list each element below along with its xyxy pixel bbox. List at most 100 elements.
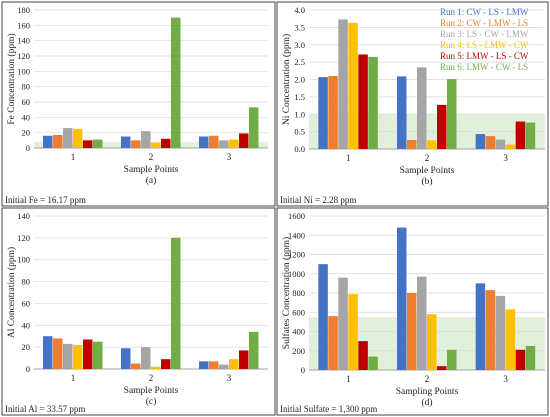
bar <box>515 121 526 149</box>
bar <box>475 134 486 149</box>
y-tick-label: 200 <box>292 346 305 356</box>
y-tick-label: 1600 <box>288 211 305 221</box>
x-tick-label: 3 <box>227 373 232 383</box>
bar <box>505 144 516 149</box>
y-tick-label: 3.0 <box>294 40 305 50</box>
bar <box>368 356 378 370</box>
bar <box>83 339 93 369</box>
bar <box>417 276 427 370</box>
bar <box>348 293 358 370</box>
footnote: Initial Ni = 2.28 ppm <box>280 195 356 205</box>
y-tick-label: 2.0 <box>294 75 305 85</box>
bar <box>229 359 239 369</box>
y-tick-label: 3.5 <box>294 22 305 32</box>
bar <box>318 77 328 149</box>
footnote: Initial Fe = 16.17 ppm <box>5 195 86 205</box>
legend-entry: Run 5: LMW - LS - CW <box>440 51 529 61</box>
y-tick-label: 2.5 <box>294 57 305 67</box>
bar <box>338 277 348 370</box>
bar <box>93 139 103 148</box>
legend-entry: Run 1: CW - LS - LMW <box>440 7 529 17</box>
bar <box>171 237 181 369</box>
chart-panel-a: 0 20 40 60 80 100 120 140 160 180 1 2 3 Sample Points… <box>1 1 276 207</box>
bar <box>93 341 103 369</box>
bar <box>209 135 219 148</box>
y-axis-title: Ni Concentration (ppm) <box>281 34 292 125</box>
y-tick-label: 120 <box>17 51 30 61</box>
bar <box>328 316 338 370</box>
bar <box>475 283 486 370</box>
bar <box>131 363 141 369</box>
y-tick-label: 100 <box>17 66 30 76</box>
y-tick-label: 1400 <box>288 230 305 240</box>
x-tick-label: 2 <box>425 374 430 384</box>
bar <box>199 361 209 369</box>
x-tick-label: 2 <box>149 373 154 383</box>
y-tick-label: 60 <box>22 298 31 308</box>
y-tick-label: 4.0 <box>294 5 305 15</box>
x-tick-label: 2 <box>425 153 430 163</box>
x-tick-label: 3 <box>227 152 232 162</box>
bar <box>407 293 417 370</box>
bar <box>171 17 181 148</box>
x-tick-label: 3 <box>503 374 508 384</box>
y-tick-label: 140 <box>17 36 30 46</box>
x-tick-label: 3 <box>503 153 508 163</box>
bar <box>151 142 161 148</box>
bar <box>151 366 161 369</box>
x-tick-label: 1 <box>346 374 351 384</box>
bar <box>141 347 151 369</box>
bar <box>249 107 259 148</box>
bar <box>73 344 83 369</box>
y-tick-label: 0.5 <box>294 127 305 137</box>
x-axis-title: Sample Points <box>400 166 455 176</box>
x-tick-label: 2 <box>149 152 154 162</box>
bar <box>209 361 219 369</box>
bar <box>63 128 73 148</box>
bar <box>318 264 328 370</box>
footnote: Initial Al = 33.57 ppm <box>5 404 85 414</box>
bar <box>397 227 407 370</box>
bar <box>407 139 417 149</box>
y-tick-label: 1200 <box>288 250 305 260</box>
y-tick-label: 600 <box>292 307 305 317</box>
y-axis-title: Sulfates Concentration (ppm) <box>281 237 292 349</box>
y-tick-label: 1.0 <box>294 109 305 119</box>
bar <box>348 22 358 150</box>
bar <box>141 131 151 148</box>
x-tick-label: 1 <box>71 152 76 162</box>
bar <box>525 345 536 370</box>
bar <box>338 19 348 149</box>
chart-panel-b: 0.0 0.5 1.0 1.5 2.0 2.5 3.0 3.5 4.0 1 2 3 Sample Poi… <box>276 1 549 207</box>
bar <box>397 76 407 149</box>
y-tick-label: 40 <box>22 320 31 330</box>
y-tick-label: 180 <box>17 5 30 15</box>
bar <box>495 295 506 370</box>
x-tick-label: 1 <box>71 373 76 383</box>
bar <box>43 336 53 369</box>
bar <box>515 349 526 370</box>
bar <box>417 67 427 149</box>
bar <box>358 341 368 370</box>
bar <box>53 338 63 369</box>
legend-entry: Run 3: LS - CW - LMW <box>440 29 529 39</box>
y-tick-label: 80 <box>22 277 31 287</box>
bar <box>199 136 209 148</box>
x-axis-title: Sampling Points <box>396 387 459 397</box>
bar <box>131 140 141 148</box>
y-tick-label: 60 <box>22 97 31 107</box>
bar <box>447 79 457 149</box>
y-tick-label: 140 <box>17 211 30 221</box>
bar <box>505 309 516 370</box>
y-tick-label: 20 <box>22 342 31 352</box>
bar <box>63 343 73 369</box>
y-axis-title: Fe Concentration (ppm) <box>6 33 17 124</box>
y-tick-label: 0.0 <box>294 144 305 154</box>
panel-border <box>276 207 549 416</box>
y-tick-label: 1.5 <box>294 92 305 102</box>
bar <box>121 348 131 369</box>
y-tick-label: 120 <box>17 233 30 243</box>
legend-entry: Run 2: CW - LMW - LS <box>440 18 528 28</box>
footnote: Initial Sulfate = 1,300 ppm <box>280 404 377 414</box>
